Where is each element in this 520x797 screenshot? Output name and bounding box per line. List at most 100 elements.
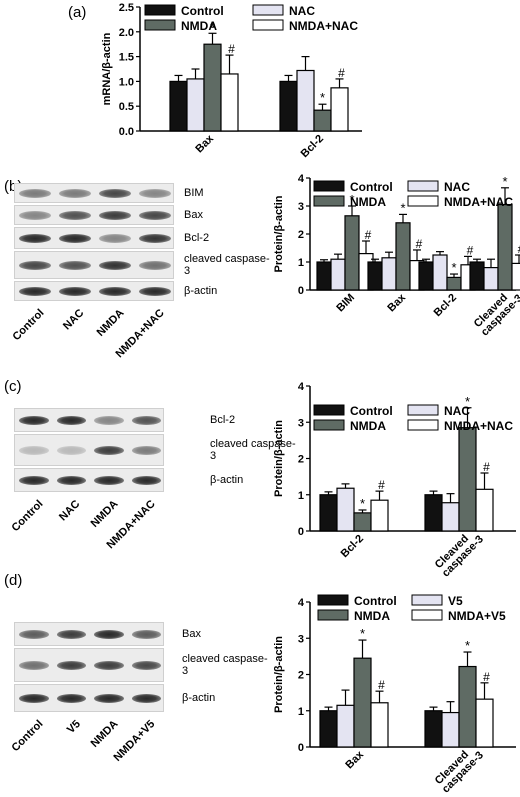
blot-band bbox=[94, 476, 124, 485]
blot-row-label: BIM bbox=[184, 187, 204, 199]
x-category-label-line: caspase-3 bbox=[440, 749, 486, 795]
blot-band bbox=[59, 211, 91, 220]
legend-label: NMDA bbox=[350, 419, 386, 433]
x-category-label: Bax bbox=[193, 132, 216, 155]
significance-mark: # bbox=[378, 678, 385, 692]
legend-swatch bbox=[313, 419, 345, 431]
y-tick-label: 2 bbox=[298, 229, 304, 241]
blot-band bbox=[59, 261, 91, 270]
blot-band bbox=[131, 661, 161, 670]
bar bbox=[279, 80, 298, 132]
blot-row-label: Bcl-2 bbox=[210, 414, 236, 426]
blot-band bbox=[56, 661, 86, 670]
legend-label: NMDA+NAC bbox=[289, 19, 358, 33]
legend-label: Control bbox=[350, 404, 393, 418]
blot-row-label: β-actin bbox=[210, 474, 244, 486]
legend-swatch bbox=[411, 609, 443, 621]
blot-row-b-2 bbox=[14, 227, 174, 249]
blot-band bbox=[19, 234, 51, 243]
significance-mark: * bbox=[360, 626, 365, 641]
legend-swatch bbox=[407, 404, 439, 416]
blot-band bbox=[94, 630, 124, 639]
blot-band bbox=[99, 287, 131, 296]
significance-mark: # bbox=[365, 228, 372, 242]
legend-swatch bbox=[252, 19, 284, 31]
x-category-label: Cleavedcaspase-3 bbox=[432, 742, 486, 796]
y-tick-label: 1 bbox=[298, 257, 304, 269]
significance-mark: # bbox=[416, 237, 423, 251]
significance-mark: * bbox=[465, 638, 470, 653]
y-tick-label: 4 bbox=[298, 381, 305, 393]
y-tick-label: 0 bbox=[298, 742, 304, 754]
significance-mark: * bbox=[451, 260, 456, 275]
y-tick-label: 1.0 bbox=[119, 76, 134, 88]
bar bbox=[370, 702, 389, 748]
blot-band bbox=[99, 234, 131, 243]
blot-band bbox=[139, 211, 171, 220]
panel-a-letter: (a) bbox=[68, 4, 87, 21]
x-category-label-line: Cleaved bbox=[472, 292, 510, 330]
blot-band bbox=[19, 287, 51, 296]
y-tick-label: 2.5 bbox=[119, 2, 134, 14]
western-blot-c: Bcl-2 cleaved caspase-3 β-actin Control NAC N… bbox=[9, 408, 296, 551]
y-tick-label: 1 bbox=[298, 706, 304, 718]
bar bbox=[220, 73, 239, 132]
bar bbox=[330, 87, 349, 132]
bar bbox=[446, 276, 462, 291]
blot-lane-label: NAC bbox=[57, 498, 83, 524]
bar bbox=[409, 260, 425, 291]
bar bbox=[511, 262, 520, 291]
bar bbox=[330, 258, 346, 291]
legend-label: Control bbox=[354, 594, 397, 608]
bar bbox=[475, 698, 494, 748]
blot-band bbox=[19, 661, 49, 670]
y-axis-label: Protein/β-actin bbox=[273, 195, 285, 272]
western-blot-b: BIM Bax Bcl-2 cleaved caspase-3 β-actin Contr… bbox=[10, 183, 270, 360]
blot-row-label: cleaved caspase-3 bbox=[182, 653, 268, 677]
chart-c: 01234Protein/β-actin*#Bcl-2*#Cleavedcasp… bbox=[273, 381, 516, 579]
bar bbox=[441, 502, 460, 532]
blot-row-label: cleaved caspase-3 bbox=[210, 438, 296, 462]
blot-row-d-0 bbox=[14, 622, 164, 646]
bar bbox=[316, 261, 332, 291]
blot-band bbox=[19, 416, 49, 425]
y-tick-label: 3 bbox=[298, 201, 304, 213]
blot-band bbox=[19, 261, 51, 270]
chart-b: 01234Protein/β-actin*#BIM*#Bax*#Bcl-2*#C… bbox=[273, 173, 520, 338]
significance-mark: # bbox=[378, 478, 385, 492]
blot-row-d-2 bbox=[14, 684, 164, 712]
panel-d-letter: (d) bbox=[4, 572, 23, 589]
y-tick-label: 0.0 bbox=[119, 126, 134, 138]
legend-label: NAC bbox=[444, 180, 470, 194]
legend-swatch bbox=[317, 594, 349, 606]
legend-swatch bbox=[144, 4, 176, 16]
significance-mark: * bbox=[502, 174, 507, 189]
blot-band bbox=[139, 189, 171, 198]
bar bbox=[460, 264, 476, 291]
western-blot-d: Bax cleaved caspase-3 β-actin Control V5 NMDA… bbox=[9, 622, 270, 764]
blot-row-label: β-actin bbox=[184, 285, 218, 297]
blot-band bbox=[139, 287, 171, 296]
blot-band bbox=[19, 630, 49, 639]
blot-band bbox=[94, 416, 124, 425]
significance-mark: * bbox=[210, 19, 215, 34]
blot-band bbox=[99, 189, 131, 198]
blot-row-b-1 bbox=[14, 205, 174, 225]
chart-d: 0 1 2 3 4 Protein/β-actin * # Bax * # Cleavedcaspas… bbox=[273, 594, 516, 795]
bar bbox=[169, 80, 188, 132]
bar bbox=[353, 512, 372, 532]
bar bbox=[367, 261, 383, 291]
blot-row-b-0 bbox=[14, 183, 174, 203]
significance-mark: # bbox=[338, 66, 345, 80]
y-axis-label: Protein/β-actin bbox=[273, 636, 285, 713]
legend-swatch bbox=[411, 594, 443, 606]
bar bbox=[395, 222, 411, 291]
blot-lane-label: Control bbox=[10, 307, 47, 344]
blot-band bbox=[99, 211, 131, 220]
bar bbox=[186, 78, 205, 132]
x-category-label: Cleavedcaspase-3 bbox=[432, 526, 486, 580]
significance-mark: * bbox=[320, 90, 325, 105]
blot-band bbox=[94, 661, 124, 670]
bar bbox=[381, 257, 397, 291]
legend-label: NMDA bbox=[181, 19, 217, 33]
